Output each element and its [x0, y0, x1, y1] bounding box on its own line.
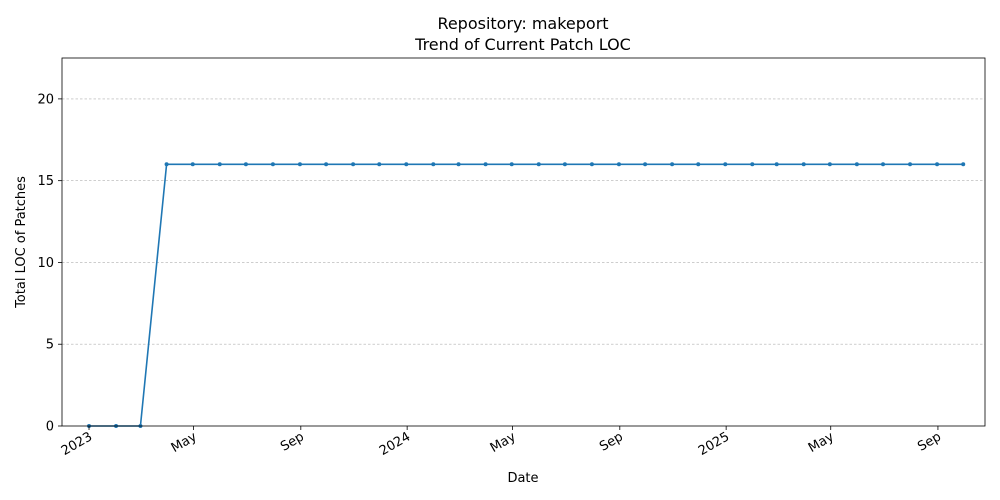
x-tick-label-5: Sep	[597, 429, 626, 454]
data-point-9	[324, 162, 329, 167]
x-tick-label-2: Sep	[278, 429, 307, 454]
data-point-18	[562, 162, 567, 167]
y-tick-label-2: 10	[37, 256, 54, 271]
data-point-17	[536, 162, 541, 167]
data-point-25	[750, 162, 755, 167]
data-point-8	[297, 162, 302, 167]
data-point-3	[164, 162, 169, 167]
data-point-4	[190, 162, 195, 167]
y-tick-label-4: 20	[37, 92, 54, 107]
x-tick-label-3: 2024	[377, 429, 413, 459]
y-tick-label-1: 5	[46, 338, 54, 353]
y-tick-label-0: 0	[46, 420, 54, 435]
data-point-20	[616, 162, 621, 167]
x-axis-ticks: 2023 May Sep 2024 May Sep 2025 May Sep	[59, 426, 944, 459]
plot-area-frame	[61, 57, 986, 427]
x-tick-label-0: 2023	[59, 429, 95, 459]
chart-title: Repository: makeport	[437, 14, 608, 33]
data-point-30	[881, 162, 886, 167]
data-point-29	[854, 162, 859, 167]
x-tick-label-1: May	[169, 429, 200, 456]
data-point-15	[483, 162, 488, 167]
x-axis-label: Date	[507, 471, 538, 486]
data-point-24	[723, 162, 728, 167]
series-layer	[87, 162, 966, 428]
chart-subtitle: Trend of Current Patch LOC	[414, 35, 631, 54]
data-point-5	[217, 162, 222, 167]
data-point-26	[774, 162, 779, 167]
data-point-22	[670, 162, 675, 167]
data-point-13	[431, 162, 436, 167]
y-axis-ticks: 0 5 10 15 20	[37, 92, 62, 435]
data-point-28	[827, 162, 832, 167]
data-point-23	[696, 162, 701, 167]
series-line	[89, 163, 964, 427]
data-point-19	[589, 162, 594, 167]
x-tick-label-6: 2025	[696, 429, 732, 459]
x-tick-label-7: May	[806, 429, 837, 456]
y-axis-label: Total LOC of Patches	[14, 176, 29, 309]
data-point-27	[801, 162, 806, 167]
grid-lines	[62, 98, 985, 345]
data-point-10	[351, 162, 356, 167]
data-point-21	[643, 162, 648, 167]
data-point-32	[935, 162, 940, 167]
data-point-6	[243, 162, 248, 167]
data-point-12	[404, 162, 409, 167]
x-tick-label-4: May	[488, 429, 519, 456]
y-tick-label-3: 15	[37, 174, 54, 189]
data-point-31	[908, 162, 913, 167]
data-point-14	[456, 162, 461, 167]
x-tick-label-8: Sep	[915, 429, 944, 454]
data-point-33	[961, 162, 966, 167]
data-point-7	[270, 162, 275, 167]
data-point-11	[377, 162, 382, 167]
data-point-16	[509, 162, 514, 167]
